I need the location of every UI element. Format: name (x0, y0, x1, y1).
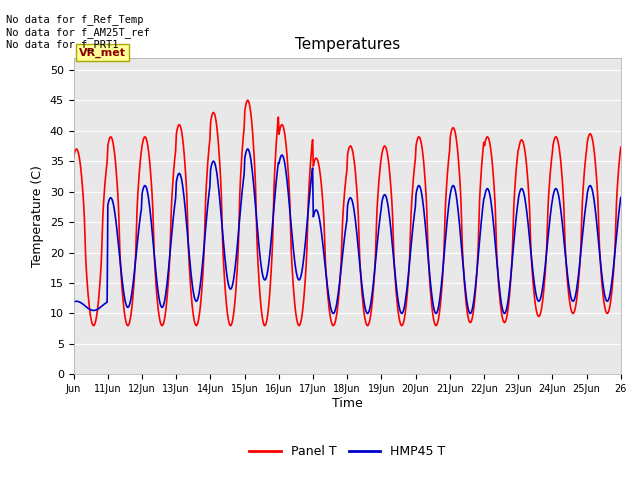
Text: No data for f_Ref_Temp
No data for f_AM25T_ref
No data for f_PRT1: No data for f_Ref_Temp No data for f_AM2… (6, 14, 150, 50)
Legend: Panel T, HMP45 T: Panel T, HMP45 T (244, 440, 450, 463)
Text: VR_met: VR_met (79, 48, 126, 58)
Title: Temperatures: Temperatures (294, 37, 400, 52)
Y-axis label: Temperature (C): Temperature (C) (31, 165, 44, 267)
X-axis label: Time: Time (332, 397, 363, 410)
